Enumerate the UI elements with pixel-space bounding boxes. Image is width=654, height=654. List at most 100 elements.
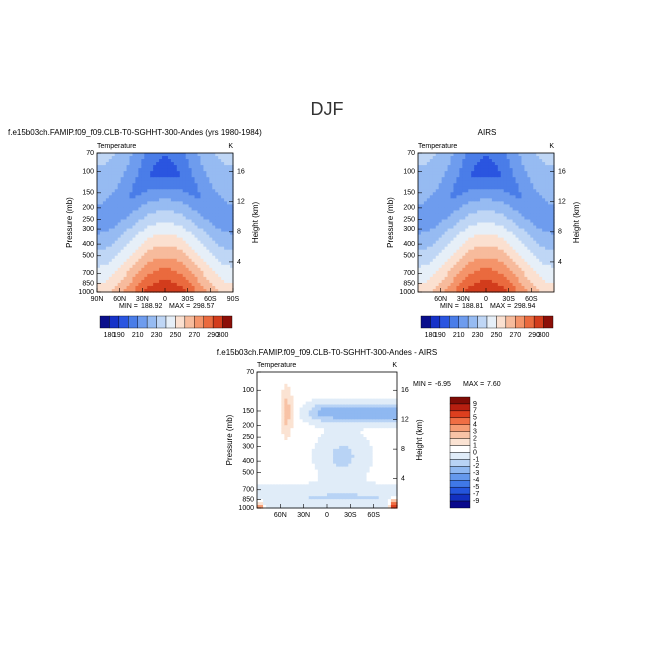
contour-fill <box>290 454 295 459</box>
contour-fill <box>545 156 549 160</box>
contour-fill <box>150 279 154 284</box>
contour-fill <box>494 252 499 257</box>
contour-fill <box>260 377 264 382</box>
contour-fill <box>281 416 285 420</box>
contour-fill <box>200 234 205 239</box>
contour-fill <box>97 219 101 224</box>
contour-fill <box>444 267 449 272</box>
contour-fill <box>456 243 460 248</box>
contour-fill <box>420 198 425 202</box>
contour-fill <box>266 392 270 397</box>
contour-fill <box>545 225 549 230</box>
contour-fill <box>123 243 128 248</box>
contour-fill <box>515 249 520 254</box>
contour-fill <box>527 189 531 193</box>
contour-fill <box>500 195 505 199</box>
contour-fill <box>462 168 466 172</box>
contour-fill <box>188 207 193 212</box>
contour-fill <box>450 228 455 233</box>
colorbar-box <box>524 315 535 329</box>
contour-fill <box>551 216 555 221</box>
contour-fill <box>144 204 148 208</box>
contour-fill <box>179 234 184 239</box>
contour-fill <box>194 189 199 193</box>
contour-fill <box>215 207 219 212</box>
contour-fill <box>150 162 154 166</box>
contour-fill <box>159 165 163 169</box>
contour-fill <box>275 410 279 414</box>
contour-fill <box>129 225 134 230</box>
contour-fill <box>432 207 437 212</box>
contour-fill <box>438 258 443 263</box>
contour-fill <box>165 195 169 199</box>
x-tick-label: 90N <box>91 296 104 303</box>
colorbar-box <box>430 315 441 329</box>
contour-fill <box>191 207 196 212</box>
contour-fill <box>444 189 449 193</box>
contour-fill <box>257 469 261 474</box>
contour-fill <box>515 228 520 233</box>
contour-fill <box>194 270 199 275</box>
contour-fill <box>483 162 487 166</box>
contour-fill <box>123 192 128 196</box>
contour-fill <box>227 177 231 181</box>
contour-fill <box>218 183 222 187</box>
contour-fill <box>260 410 264 414</box>
contour-fill <box>278 466 282 471</box>
contour-fill <box>179 243 184 248</box>
contour-fill <box>435 255 440 260</box>
contour-fill <box>272 460 276 465</box>
contour-fill <box>524 270 528 275</box>
contour-fill <box>126 231 131 236</box>
contour-fill <box>491 288 496 293</box>
contour-fill <box>447 216 452 221</box>
contour-fill <box>147 174 151 178</box>
contour-fill <box>150 207 154 212</box>
contour-fill <box>444 285 449 290</box>
contour-fill <box>135 201 139 205</box>
contour-fill <box>551 285 555 290</box>
contour-fill <box>141 282 145 287</box>
colorbar-box <box>486 315 497 329</box>
contour-fill <box>456 210 460 215</box>
contour-fill <box>218 216 222 221</box>
contour-fill <box>224 234 228 239</box>
contour-fill <box>426 231 431 236</box>
contour-fill <box>105 228 110 233</box>
contour-fill <box>188 252 193 257</box>
contour-fill <box>162 201 166 205</box>
contour-fill <box>432 276 437 281</box>
contour-fill <box>227 153 231 157</box>
contour-fill <box>296 383 301 388</box>
contour-fill <box>126 186 131 190</box>
contour-fill <box>486 225 490 230</box>
contour-fill <box>99 165 104 169</box>
contour-fill <box>153 261 157 266</box>
contour-fill <box>182 213 187 218</box>
contour-fill <box>486 156 490 160</box>
contour-fill <box>456 165 460 169</box>
contour-fill <box>224 267 228 272</box>
contour-fill <box>465 255 469 260</box>
contour-fill <box>426 210 431 215</box>
contour-fill <box>108 228 113 233</box>
contour-fill <box>462 234 466 239</box>
contour-fill <box>230 186 234 190</box>
contour-fill <box>432 195 437 199</box>
contour-fill <box>203 249 207 254</box>
contour-fill <box>542 192 546 196</box>
contour-fill <box>162 234 166 239</box>
contour-fill <box>272 374 276 379</box>
contour-fill <box>102 210 107 215</box>
contour-fill <box>527 165 531 169</box>
contour-fill <box>162 213 166 218</box>
contour-fill <box>269 505 273 509</box>
contour-fill <box>462 189 466 193</box>
contour-fill <box>521 264 526 269</box>
contour-fill <box>515 192 520 196</box>
contour-fill <box>173 279 178 284</box>
contour-fill <box>444 255 449 260</box>
contour-fill <box>182 282 187 287</box>
contour-fill <box>105 234 110 239</box>
contour-fill <box>212 276 216 281</box>
